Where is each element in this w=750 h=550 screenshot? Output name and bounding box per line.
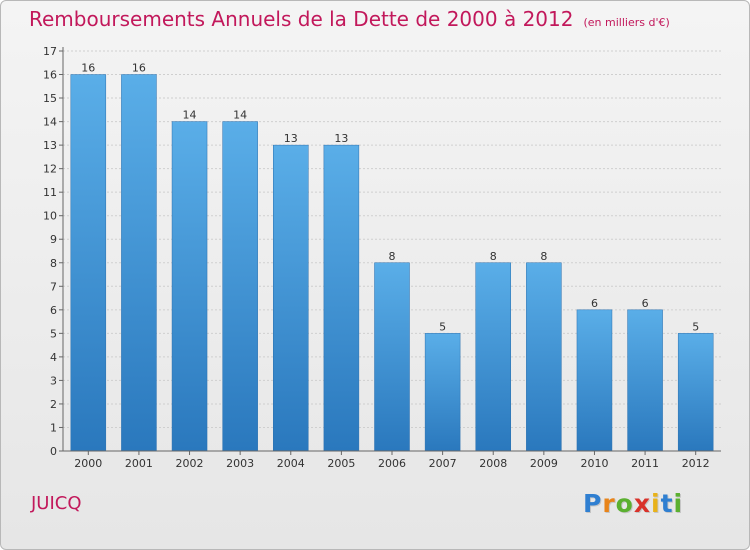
y-tick-label: 13 [43,139,57,152]
data-label: 16 [132,62,146,75]
x-tick-label: 2005 [327,457,355,470]
data-label: 5 [439,320,446,333]
y-tick-label: 16 [43,69,57,82]
bar [374,262,410,452]
y-tick-label: 12 [43,163,57,176]
y-tick-label: 0 [50,445,57,458]
bar [576,309,613,452]
bar [222,121,258,452]
x-tick-label: 2003 [226,457,254,470]
logo-letter: t [660,489,674,518]
chart-title-unit: (en milliers d'€) [583,16,670,29]
logo-letter: r [602,489,616,518]
y-tick-label: 5 [50,327,57,340]
logo-letter: i [673,489,684,518]
bar [70,74,107,452]
logo-letter: P [583,489,603,518]
logo-letter: x [633,489,651,518]
bar [475,262,511,452]
y-tick-label: 15 [43,92,57,105]
y-tick-label: 3 [50,374,57,387]
logo-letter: i [651,489,661,518]
x-tick-label: 2006 [378,457,406,470]
y-tick-label: 10 [43,210,57,223]
data-label: 8 [389,250,396,263]
bar [273,144,309,452]
y-tick-label: 11 [43,186,57,199]
logo-letter: o [615,489,634,518]
data-label: 14 [183,109,197,122]
data-label: 13 [334,132,348,145]
y-tick-label: 7 [50,280,57,293]
data-label: 6 [591,297,598,310]
x-tick-label: 2010 [580,457,608,470]
x-tick-label: 2012 [682,457,710,470]
x-tick-label: 2001 [125,457,153,470]
bar [323,144,360,452]
y-tick-label: 2 [50,398,57,411]
x-tick-label: 2008 [479,457,507,470]
x-tick-label: 2009 [530,457,558,470]
bar [424,333,461,452]
bar [121,74,157,452]
bar [677,333,714,452]
y-tick-label: 4 [50,351,57,364]
x-tick-label: 2004 [277,457,305,470]
chart-title-main: Remboursements Annuels de la Dette de 20… [29,7,574,31]
data-label: 8 [540,250,547,263]
data-label: 8 [490,250,497,263]
commune-name: JUICQ [31,493,82,514]
data-label: 14 [233,109,247,122]
x-tick-label: 2007 [429,457,457,470]
y-tick-label: 9 [50,233,57,246]
data-label: 5 [692,320,699,333]
data-label: 6 [642,297,649,310]
x-tick-label: 2000 [74,457,102,470]
chart-title: Remboursements Annuels de la Dette de 20… [29,7,670,31]
y-tick-label: 8 [50,257,57,270]
data-label: 13 [284,132,298,145]
bar [171,121,208,452]
y-tick-label: 17 [43,45,57,58]
x-tick-label: 2011 [631,457,659,470]
bar [627,309,663,452]
data-label: 16 [81,62,95,75]
y-tick-label: 14 [43,116,57,129]
proxiti-logo: Proxiti [583,489,683,518]
y-tick-label: 6 [50,304,57,317]
y-tick-label: 1 [50,421,57,434]
bar [526,262,562,452]
x-tick-label: 2002 [176,457,204,470]
